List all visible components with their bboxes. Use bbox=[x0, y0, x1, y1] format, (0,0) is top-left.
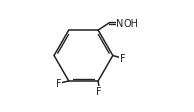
Text: F: F bbox=[56, 79, 62, 88]
Text: F: F bbox=[96, 86, 102, 96]
Text: N: N bbox=[116, 19, 124, 28]
Text: OH: OH bbox=[123, 19, 138, 28]
Text: F: F bbox=[120, 54, 125, 64]
